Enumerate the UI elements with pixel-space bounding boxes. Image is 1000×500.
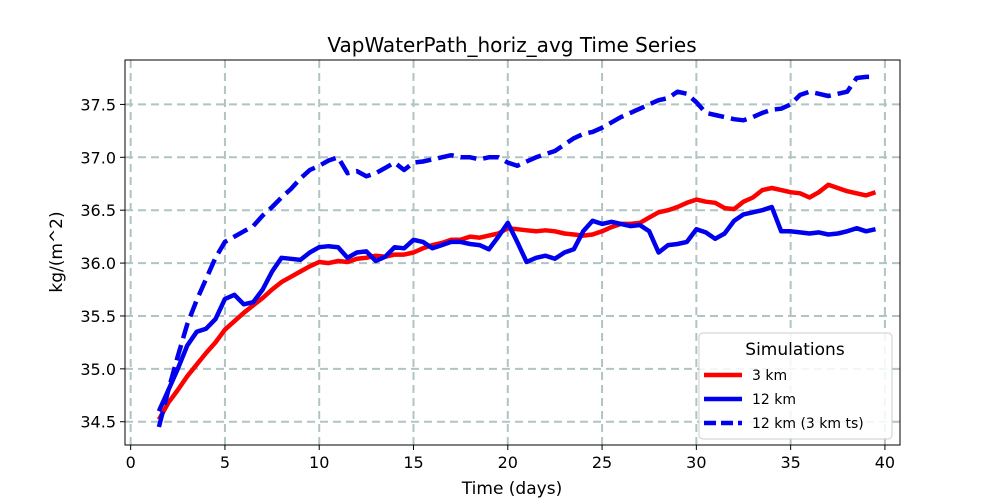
plot-lines bbox=[156, 74, 877, 428]
axis-ticks: 0 5 10 15 20 25 30 35 40 34.5 35.0 35.5 36.0 36.5 37.0… bbox=[80, 95, 895, 472]
x-tick-label: 10 bbox=[309, 453, 329, 472]
x-tick-label: 0 bbox=[126, 453, 136, 472]
y-tick-label: 37.0 bbox=[80, 148, 116, 167]
legend-items: 3 km 12 km 12 km (3 km ts) bbox=[704, 368, 864, 432]
x-tick-label: 35 bbox=[780, 453, 800, 472]
y-tick-label: 35.5 bbox=[80, 307, 116, 326]
x-tick-label: 40 bbox=[875, 453, 895, 472]
x-tick-label: 30 bbox=[686, 453, 706, 472]
x-tick-label: 20 bbox=[498, 453, 518, 472]
x-tick-label: 15 bbox=[403, 453, 423, 472]
legend-label-3-km: 3 km bbox=[752, 368, 787, 384]
legend-label-12-km: 12 km bbox=[752, 392, 796, 408]
y-tick-label: 37.5 bbox=[80, 95, 116, 114]
legend-label-12-km-3-km-ts: 12 km (3 km ts) bbox=[752, 416, 864, 432]
legend: Simulations 3 km 12 km 12 km (3 km ts) bbox=[698, 332, 893, 440]
legend-title: Simulations bbox=[745, 340, 845, 360]
series-line-12-km bbox=[156, 204, 876, 413]
x-tick-label: 25 bbox=[592, 453, 612, 472]
plot-frame bbox=[124, 59, 901, 446]
series-line-12-km-3-km-ts bbox=[156, 74, 876, 428]
legend-box bbox=[698, 332, 893, 440]
x-axis-label: Time (days) bbox=[461, 479, 562, 499]
series-line-3-km bbox=[156, 182, 877, 421]
y-tick-label: 36.0 bbox=[80, 254, 116, 273]
y-tick-label: 35.0 bbox=[80, 360, 116, 379]
y-tick-label: 36.5 bbox=[80, 201, 116, 220]
y-tick-label: 34.5 bbox=[80, 413, 116, 432]
y-axis-label: kg/(m^2) bbox=[47, 211, 67, 292]
x-tick-label: 5 bbox=[220, 453, 230, 472]
chart-title: VapWaterPath_horiz_avg Time Series bbox=[327, 33, 696, 57]
